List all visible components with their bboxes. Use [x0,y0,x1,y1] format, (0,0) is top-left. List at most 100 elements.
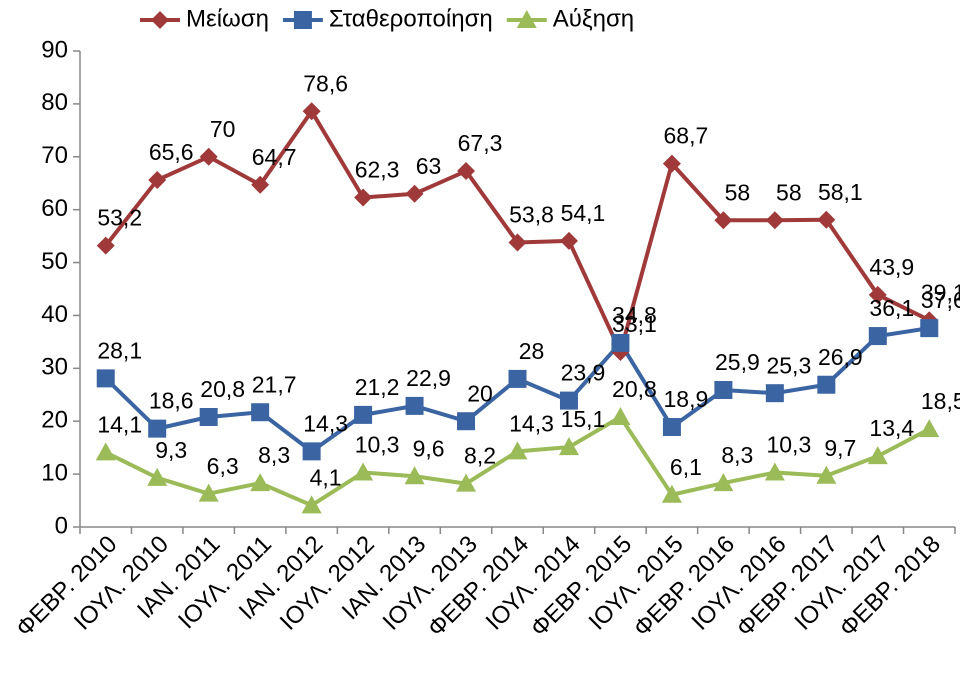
marker [507,441,528,460]
marker [713,473,734,492]
marker [661,484,682,503]
marker [96,236,115,255]
marker [301,495,322,514]
marker [714,381,733,400]
data-label: 14,3 [303,410,348,436]
marker [199,147,218,166]
marker [662,418,681,437]
data-label: 53,2 [97,205,142,231]
y-tick-label: 50 [41,248,68,275]
marker [610,406,631,425]
data-label: 9,6 [413,435,445,461]
data-label: 10,3 [766,432,811,458]
legend-label: Αύξηση [553,5,634,32]
marker [920,319,939,338]
data-label: 18,9 [664,386,709,412]
marker [868,327,887,346]
marker [354,405,373,424]
data-label: 10,3 [355,432,400,458]
marker [508,369,527,388]
y-tick-label: 60 [41,195,68,222]
data-label: 64,7 [252,144,297,170]
data-label: 6,3 [207,453,239,479]
y-tick-label: 40 [41,301,68,328]
marker [251,403,270,422]
data-label: 14,3 [509,410,554,436]
marker [95,442,116,461]
marker [198,483,219,502]
data-label: 21,7 [252,371,297,397]
y-tick-label: 0 [55,512,68,539]
marker [151,11,169,29]
marker [147,467,168,486]
data-label: 58 [776,179,802,205]
legend: Μείωση Σταθεροποίηση Αύξηση [140,5,634,32]
data-label: 9,3 [155,437,187,463]
y-tick-label: 30 [41,354,68,381]
y-tick-label: 20 [41,407,68,434]
marker [817,375,836,394]
marker [293,11,312,29]
marker [148,419,167,438]
data-label: 25,3 [766,352,811,378]
data-label: 37,6 [921,287,960,313]
marker [611,333,630,352]
y-tick-label: 70 [41,142,68,169]
marker [868,285,887,304]
data-label: 36,1 [869,295,914,321]
data-label: 22,9 [406,365,451,391]
marker [404,466,425,485]
marker [919,419,940,438]
marker [714,211,733,230]
data-label: 62,3 [355,157,400,183]
legend-label: Μείωση [186,5,269,32]
marker [302,102,321,121]
marker [148,171,167,190]
marker [559,231,578,250]
data-label: 58,1 [818,179,863,205]
marker [405,396,424,415]
data-label: 18,5 [921,388,960,414]
marker [662,154,681,173]
marker [765,211,784,230]
data-label: 25,9 [715,349,760,375]
marker [764,462,785,481]
marker [817,210,836,229]
data-label: 34,8 [612,302,657,328]
data-label: 78,6 [303,70,348,96]
data-label: 8,3 [721,442,753,468]
marker [816,465,837,484]
data-label: 28 [519,338,545,364]
marker [457,162,476,181]
marker [250,473,271,492]
marker [199,407,218,426]
data-label: 21,2 [355,374,400,400]
data-label: 14,1 [97,412,142,438]
marker [353,462,374,481]
data-label: 6,1 [670,454,702,480]
marker [558,437,579,456]
data-label: 20,8 [200,376,245,402]
marker [405,184,424,203]
marker [457,412,476,431]
data-label: 8,2 [464,443,496,469]
y-tick-label: 10 [41,459,68,486]
data-label: 58 [725,179,751,205]
data-label: 20,8 [612,376,657,402]
data-label: 65,6 [149,139,194,165]
data-label: 26,9 [818,344,863,370]
data-label: 4,1 [310,464,342,490]
y-tick-label: 80 [41,89,68,116]
marker [96,369,115,388]
data-label: 67,3 [458,130,503,156]
data-label: 15,1 [561,406,606,432]
marker [456,473,477,492]
data-label: 70 [210,116,236,142]
marker [765,384,784,403]
marker [867,446,888,465]
marker [251,175,270,194]
data-label: 43,9 [869,254,914,280]
series-line [104,109,931,354]
data-label: 13,4 [869,415,914,441]
